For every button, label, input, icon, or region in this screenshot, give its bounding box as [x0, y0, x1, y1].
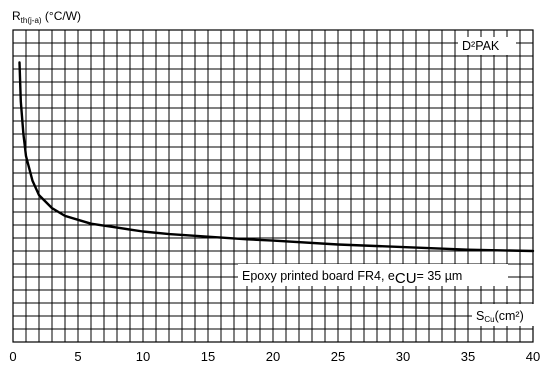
legend-label: D²PAK — [462, 39, 500, 53]
x-tick-label: 25 — [331, 349, 345, 364]
x-tick-label: 30 — [396, 349, 410, 364]
x-axis-label: SCu(cm²) — [476, 309, 524, 324]
plot-frame — [12, 29, 534, 343]
x-tick-label: 15 — [201, 349, 215, 364]
board-annotation: Epoxy printed board FR4, eCU= 35 µm — [242, 269, 462, 287]
x-tick-label: 0 — [9, 349, 16, 364]
series-curve — [18, 61, 535, 253]
x-tick-label: 40 — [526, 349, 540, 364]
xlabel-bg — [472, 304, 534, 326]
grid — [13, 30, 533, 342]
legend-bg — [458, 37, 516, 55]
x-tick-label: 10 — [136, 349, 150, 364]
y-axis-label: Rth(j-a) (°C/W) — [12, 9, 81, 25]
annotation-bg — [238, 264, 508, 286]
x-tick-labels: 0 5 10 15 20 25 30 35 40 — [9, 349, 540, 364]
x-tick-label: 5 — [74, 349, 81, 364]
x-tick-label: 35 — [461, 349, 475, 364]
x-tick-label: 20 — [266, 349, 280, 364]
